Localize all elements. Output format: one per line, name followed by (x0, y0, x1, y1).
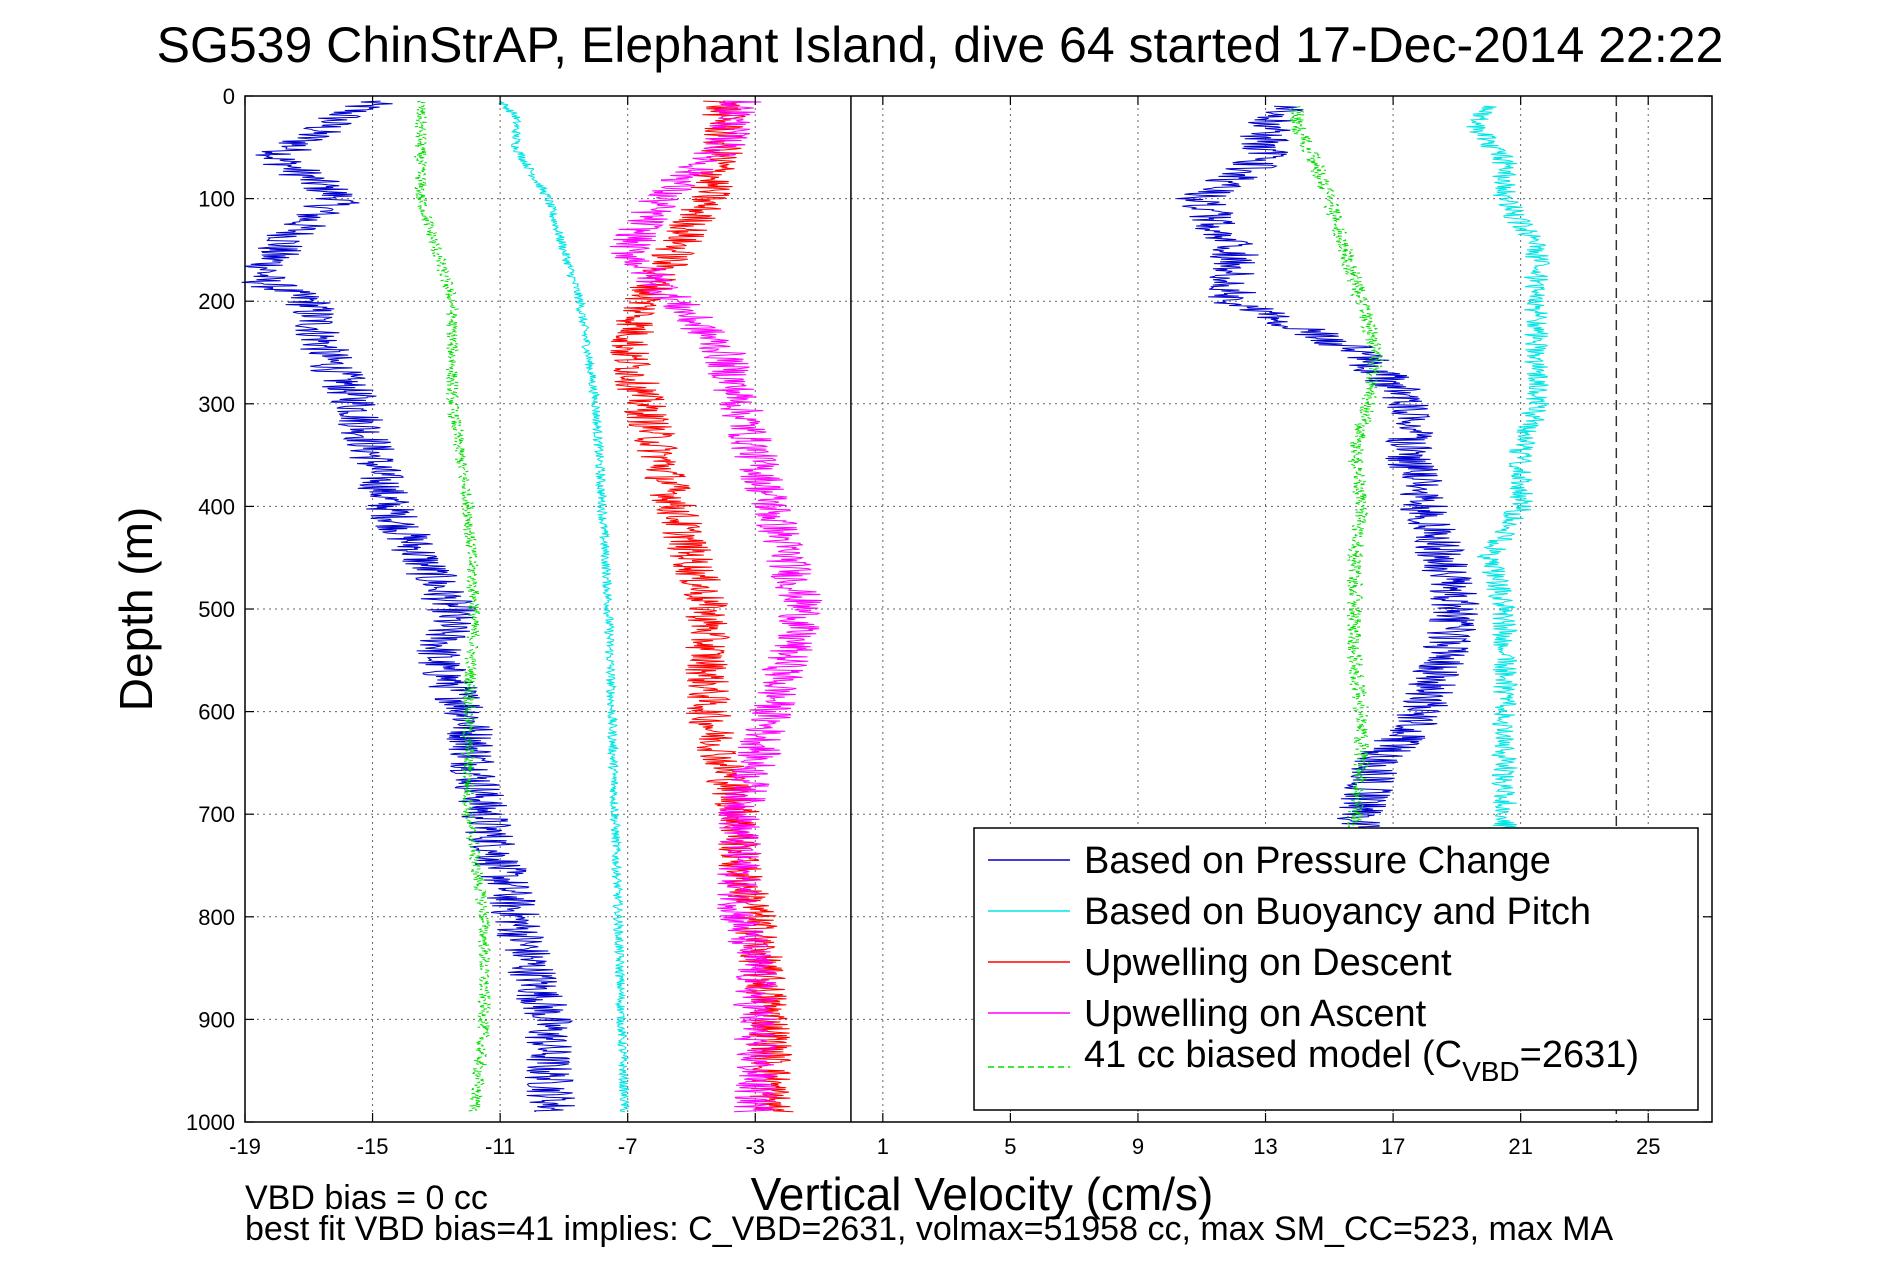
legend-entry-buoyancy: Based on Buoyancy and Pitch (988, 891, 1591, 933)
legend-entry-upwelling-descent: Upwelling on Descent (988, 942, 1452, 984)
y-tick-label: 700 (198, 802, 235, 827)
y-tick-label: 500 (198, 597, 235, 622)
y-tick-label: 900 (198, 1007, 235, 1032)
legend-label-buoyancy: Based on Buoyancy and Pitch (1084, 891, 1591, 933)
y-tick-label: 800 (198, 905, 235, 930)
axis-ticks: -19 -15 -11 -7 -3 1 5 9 13 17 21 25 0 100 200 300 400 500… (186, 84, 1712, 1159)
y-tick-label: 600 (198, 700, 235, 725)
series-line-upwelling_ascent (609, 100, 823, 1113)
legend-label-upwelling-ascent: Upwelling on Ascent (1084, 993, 1427, 1035)
x-tick-label: 21 (1508, 1134, 1532, 1159)
x-tick-label: -11 (485, 1134, 515, 1159)
legend-label-model-tail: =2631) (1520, 1034, 1639, 1076)
annotation-best-fit: best fit VBD bias=41 implies: C_VBD=2631… (245, 1210, 1614, 1248)
y-tick-label: 400 (198, 494, 235, 519)
y-axis-label: Depth (m) (110, 507, 162, 711)
legend: Based on Pressure Change Based on Buoyan… (973, 827, 1699, 1111)
x-tick-label: 5 (1004, 1134, 1016, 1159)
legend-box (973, 827, 1699, 1111)
y-tick-label: 200 (198, 289, 235, 314)
series-line-upwelling_descent (610, 100, 794, 1113)
y-tick-label: 300 (198, 392, 235, 417)
y-tick-label: 1000 (186, 1110, 235, 1135)
legend-label-upwelling-descent: Upwelling on Descent (1084, 942, 1452, 984)
x-tick-label: 1 (877, 1134, 889, 1159)
x-axis-label: Vertical Velocity (cm/s) (751, 1168, 1214, 1220)
x-tick-label: -3 (745, 1134, 765, 1159)
x-tick-label: -19 (229, 1134, 261, 1159)
plot-area (241, 96, 1618, 1122)
x-tick-label: 13 (1253, 1134, 1277, 1159)
legend-entry-pressure: Based on Pressure Change (988, 840, 1551, 882)
y-tick-label: 0 (223, 84, 235, 109)
legend-entry-upwelling-ascent: Upwelling on Ascent (988, 993, 1427, 1035)
x-tick-label: -7 (618, 1134, 638, 1159)
x-tick-label: 17 (1381, 1134, 1405, 1159)
y-tick-label: 100 (198, 187, 235, 212)
legend-label-model-sub: VBD (1462, 1056, 1520, 1087)
legend-label-model: 41 cc biased model (CVBD=2631) (1084, 1034, 1639, 1087)
chart-title: SG539 ChinStrAP, Elephant Island, dive 6… (157, 17, 1724, 73)
x-tick-label: 9 (1132, 1134, 1144, 1159)
legend-entry-model: 41 cc biased model (CVBD=2631) (988, 1034, 1639, 1087)
annotation-vbd-bias: VBD bias = 0 cc (245, 1179, 488, 1217)
series-line-buoyancy_descent (498, 100, 630, 1113)
series-line-pressure_descent (241, 100, 575, 1113)
x-tick-label: -15 (357, 1134, 389, 1159)
series-line-pressure_ascent (1176, 105, 1480, 836)
series-line-model_descent (413, 100, 492, 1112)
series-line-buoyancy_ascent (1466, 105, 1550, 836)
legend-label-model-main: 41 cc biased model (C (1084, 1034, 1462, 1076)
x-tick-label: 25 (1636, 1134, 1660, 1159)
legend-label-pressure: Based on Pressure Change (1084, 840, 1551, 882)
series-line-model_ascent (1288, 105, 1384, 836)
